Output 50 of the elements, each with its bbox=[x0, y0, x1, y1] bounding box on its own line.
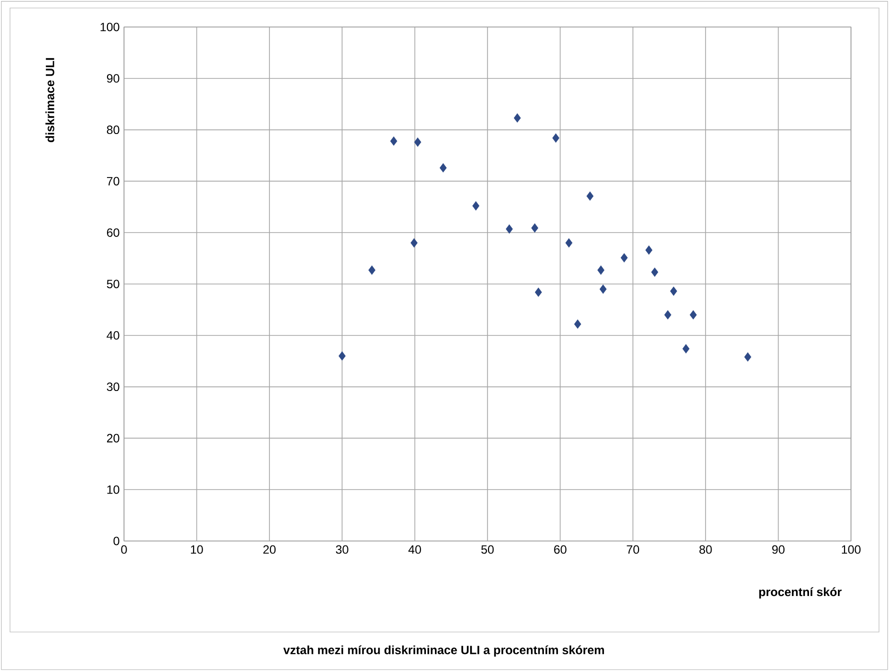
point bbox=[682, 344, 690, 354]
x-tick-label: 70 bbox=[626, 545, 640, 554]
x-tick-label: 50 bbox=[481, 545, 494, 554]
y-tick-label: 60 bbox=[107, 228, 120, 237]
point bbox=[651, 268, 658, 277]
y-tick-label: 20 bbox=[107, 434, 120, 442]
point bbox=[534, 288, 542, 297]
x-tick-label: 60 bbox=[554, 545, 566, 554]
point bbox=[645, 246, 652, 255]
point bbox=[690, 310, 697, 320]
point bbox=[531, 223, 538, 232]
point bbox=[597, 266, 604, 275]
point bbox=[565, 238, 572, 248]
y-tick-label: 90 bbox=[106, 74, 120, 83]
x-tick-label: 0 bbox=[121, 545, 127, 554]
point bbox=[664, 310, 672, 320]
point bbox=[744, 352, 752, 362]
point bbox=[670, 286, 678, 296]
x-tick-label: 10 bbox=[190, 545, 203, 554]
y-tick-label: 10 bbox=[107, 485, 120, 494]
x-tick-label: 20 bbox=[263, 545, 276, 554]
point bbox=[440, 163, 447, 172]
point bbox=[506, 224, 513, 234]
point bbox=[368, 266, 376, 275]
point bbox=[472, 201, 480, 210]
y-tick-label: 50 bbox=[106, 280, 120, 288]
point bbox=[414, 138, 422, 147]
x-tick-label: 90 bbox=[772, 545, 785, 554]
x-tick-label: 40 bbox=[408, 545, 422, 554]
y-tick-label: 70 bbox=[107, 176, 120, 186]
x-tick-label: 30 bbox=[336, 545, 348, 554]
x-axis-title: procentní skór bbox=[759, 587, 842, 599]
point bbox=[600, 284, 607, 294]
x-tick-label: 80 bbox=[699, 545, 712, 554]
y-tick-label: 80 bbox=[106, 126, 120, 134]
y-tick-label: 0 bbox=[114, 536, 120, 546]
point bbox=[390, 136, 398, 146]
y-axis-title: diskrimace ULI bbox=[45, 58, 54, 142]
point bbox=[338, 351, 346, 360]
point bbox=[620, 253, 628, 262]
point bbox=[586, 192, 594, 201]
point bbox=[552, 133, 560, 143]
point bbox=[514, 113, 521, 123]
x-tick-label: 100 bbox=[842, 545, 861, 554]
y-tick-label: 40 bbox=[106, 331, 120, 340]
point bbox=[410, 238, 418, 248]
y-tick-label: 30 bbox=[106, 382, 120, 392]
text: vztah mezi mírou diskriminace ULI a procentním skórem bbox=[283, 645, 604, 657]
y-tick-label: 100 bbox=[100, 22, 120, 32]
point bbox=[574, 320, 582, 329]
